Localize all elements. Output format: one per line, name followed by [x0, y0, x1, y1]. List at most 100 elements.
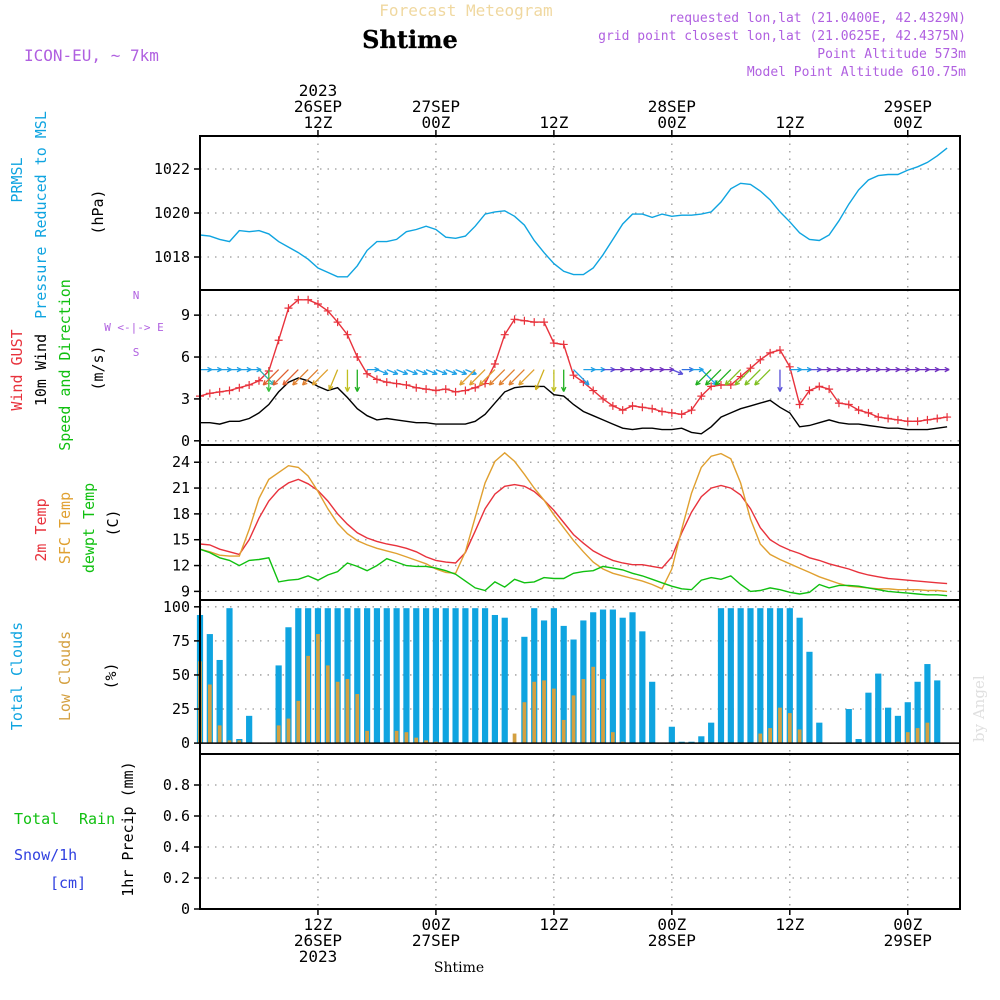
wind-arrow: [416, 368, 428, 376]
gust-marker: [569, 371, 578, 380]
low-cloud-bar: [925, 722, 930, 744]
total-cloud-bar: [413, 608, 420, 744]
time-label-bottom: 29SEP: [884, 931, 932, 950]
y-tick-label: 6: [181, 348, 190, 366]
time-label-bottom: 28SEP: [648, 931, 696, 950]
low-cloud-bar: [787, 713, 792, 744]
total-cloud-bar: [334, 608, 341, 744]
gust-marker: [471, 383, 480, 392]
wind-arrow: [560, 369, 567, 392]
total-cloud-bar: [383, 608, 390, 744]
gust-marker: [658, 407, 667, 416]
total-cloud-bar: [275, 665, 282, 744]
time-label-bottom: 27SEP: [412, 931, 460, 950]
time-label-top: 2023: [299, 81, 338, 100]
precip-cm-label: [cm]: [50, 874, 86, 892]
total-cloud-bar: [629, 612, 636, 744]
y-tick-label: 0: [181, 900, 190, 918]
low-cloud-bar: [601, 679, 605, 744]
y-tick-label: 100: [163, 598, 190, 616]
wind-arrow: [344, 369, 351, 392]
total-cloud-bar: [373, 608, 381, 744]
total-cloud-bar: [855, 739, 862, 744]
total-cloud-bar: [737, 608, 744, 744]
y-tick-label: 21: [172, 479, 190, 497]
gust-marker: [707, 382, 716, 391]
total-cloud-bar: [934, 680, 941, 744]
time-label-bottom: 12Z: [304, 915, 333, 934]
time-label-bottom: 2023: [299, 947, 338, 966]
requested-label: requested lon,lat (21.0400E, 42.4329N): [669, 11, 966, 26]
total-cloud-bar: [786, 608, 793, 744]
gust-marker: [313, 299, 322, 308]
total-cloud-bar: [481, 608, 489, 744]
gust-marker: [451, 387, 460, 396]
gust-marker: [254, 376, 263, 385]
total-cloud-bar: [462, 608, 469, 744]
frames-layer: [194, 130, 961, 915]
total-cloud-bar: [639, 631, 646, 744]
y-tick-label: 1022: [154, 160, 190, 178]
low-cloud-bar: [355, 694, 360, 744]
wind-arrow: [262, 369, 280, 386]
series-line-prmsl: [199, 147, 948, 278]
wind-gust-label: Wind GUST: [8, 329, 26, 410]
wind-arrow: [311, 369, 329, 386]
time-label-top: 00Z: [657, 113, 686, 132]
wind-arrow: [266, 369, 272, 392]
wind-arrow: [573, 369, 590, 386]
total-cloud-bar: [570, 639, 577, 744]
wind-arrow: [744, 369, 761, 386]
total-cloud-bar: [364, 608, 371, 744]
temp-dewpt-label: dewpt Temp: [80, 483, 98, 573]
y-tick-label: 0: [181, 734, 190, 752]
series-line-2m-temp: [199, 478, 948, 585]
gust-marker: [372, 375, 381, 384]
gust-marker: [333, 318, 342, 327]
total-cloud-bar: [354, 608, 361, 744]
y-tick-label: 1018: [154, 248, 190, 266]
gust-marker: [431, 386, 440, 395]
gust-marker: [520, 316, 529, 325]
total-cloud-bar: [295, 608, 302, 744]
gust-marker: [323, 306, 332, 315]
total-cloud-bar: [422, 608, 430, 744]
gust-marker: [697, 392, 706, 401]
series-line-sfc-temp: [199, 451, 948, 593]
gust-marker: [687, 406, 696, 415]
gust-marker: [933, 414, 942, 423]
gust-marker: [402, 380, 411, 389]
wind-arrow: [724, 369, 742, 386]
gust-marker: [667, 408, 676, 417]
y-tick-label: 25: [172, 700, 190, 718]
gust-marker: [215, 387, 224, 396]
precip-total-label: Total: [14, 810, 59, 828]
wind-arrow: [551, 369, 557, 392]
wind-arrow: [518, 369, 535, 386]
total-cloud-bar: [501, 617, 508, 744]
total-cloud-bar: [246, 715, 253, 744]
wind-arrow: [498, 369, 516, 386]
point-altitude-label: Point Altitude 573m: [817, 47, 966, 62]
total-cloud-bar: [767, 608, 774, 744]
precip-unit-label: 1hr Precip (mm): [119, 761, 137, 896]
wind-arrow: [282, 369, 299, 386]
wind-arrow: [714, 369, 732, 386]
time-label-bottom: 00Z: [421, 915, 450, 934]
total-cloud-bar: [609, 609, 616, 744]
y-tick-label: 24: [172, 453, 190, 471]
low-cloud-bar: [797, 729, 802, 744]
low-cloud-bar: [905, 732, 910, 744]
gust-marker: [874, 413, 883, 422]
time-label-top: 26SEP: [294, 97, 342, 116]
gust-marker: [795, 400, 804, 409]
temp-unit-label: (C): [104, 509, 122, 536]
total-cloud-bar: [560, 625, 567, 744]
y-tick-label: 12: [172, 557, 190, 575]
location-title: Shtime: [362, 25, 458, 54]
gust-marker: [648, 404, 657, 413]
total-cloud-bar: [393, 608, 400, 744]
low-cloud-bar: [207, 684, 212, 744]
low-cloud-bar: [611, 732, 615, 744]
total-cloud-bar: [806, 651, 813, 744]
